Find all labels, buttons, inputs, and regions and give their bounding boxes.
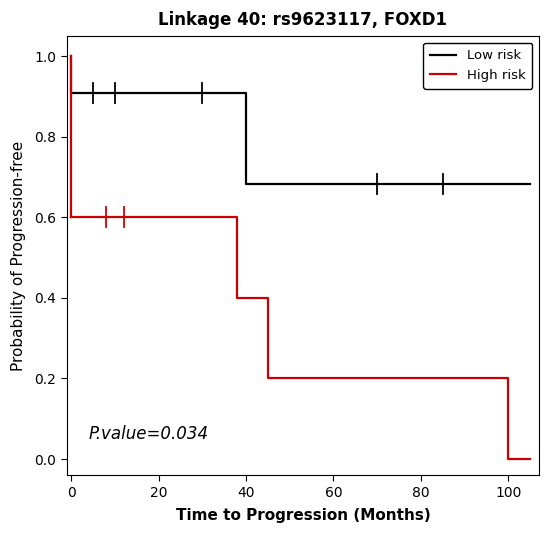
Line: Low risk: Low risk xyxy=(72,57,530,184)
High risk xyxy=(68,214,75,221)
X-axis label: Time to Progression (Months): Time to Progression (Months) xyxy=(175,508,430,523)
High risk xyxy=(505,375,512,382)
High risk xyxy=(234,214,240,221)
High risk xyxy=(265,295,271,301)
High risk xyxy=(234,295,240,301)
Low risk xyxy=(243,90,249,96)
Y-axis label: Probability of Progression-free: Probability of Progression-free xyxy=(11,140,26,371)
Low risk xyxy=(68,53,75,60)
Title: Linkage 40: rs9623117, FOXD1: Linkage 40: rs9623117, FOXD1 xyxy=(158,11,447,29)
Low risk xyxy=(527,181,534,187)
High risk xyxy=(527,456,534,462)
Low risk xyxy=(243,181,249,187)
Line: High risk: High risk xyxy=(72,217,530,459)
High risk xyxy=(505,456,512,462)
Low risk xyxy=(68,90,75,96)
Text: P.value=0.034: P.value=0.034 xyxy=(89,425,209,443)
Legend: Low risk, High risk: Low risk, High risk xyxy=(424,43,532,89)
High risk xyxy=(265,375,271,382)
